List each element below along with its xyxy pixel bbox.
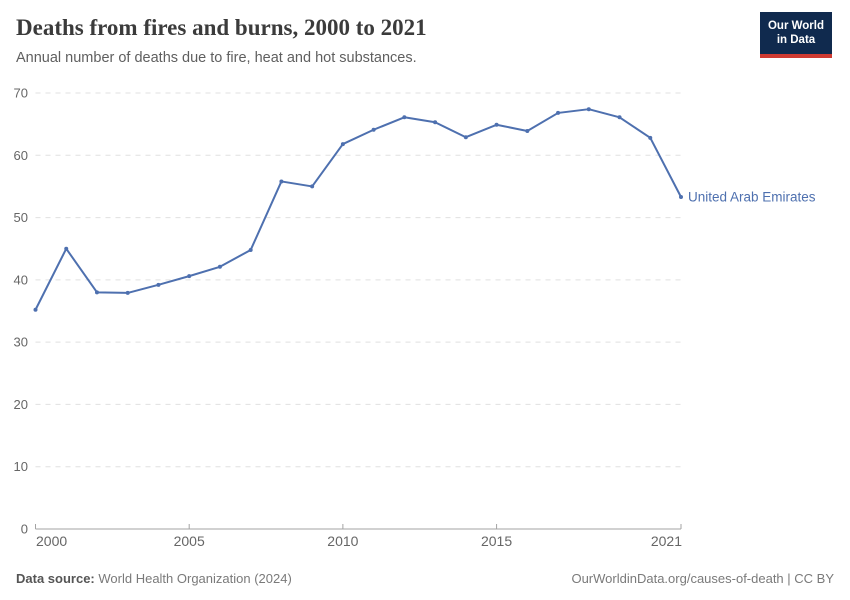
y-tick-label: 10 <box>14 459 28 474</box>
logo-line1: Our World <box>767 20 824 32</box>
y-tick-label: 30 <box>14 335 28 350</box>
data-point-marker[interactable] <box>94 290 99 295</box>
data-point-marker[interactable] <box>525 128 530 133</box>
y-tick-label: 40 <box>14 272 28 287</box>
line-chart: 0 10 20 30 40 50 60 70 2000 2005 2010 2015 2021 Unite… <box>0 80 850 555</box>
credit-line[interactable]: OurWorldinData.org/causes-of-death | CC … <box>571 571 834 586</box>
data-point-marker[interactable] <box>402 115 407 120</box>
data-point-marker[interactable] <box>371 127 376 132</box>
chart-footer: Data source: World Health Organization (… <box>16 571 834 586</box>
data-point-marker[interactable] <box>648 135 653 140</box>
data-source-text: World Health Organization (2024) <box>98 571 292 586</box>
data-point-marker[interactable] <box>586 107 591 112</box>
data-point-marker[interactable] <box>248 247 253 252</box>
y-tick-label: 60 <box>14 148 28 163</box>
data-point-marker[interactable] <box>433 120 438 125</box>
data-source-label: Data source: <box>16 571 95 586</box>
data-point-marker[interactable] <box>64 246 69 251</box>
line-chart-svg: 0 10 20 30 40 50 60 70 2000 2005 2010 2015 2021 Unite… <box>14 86 816 550</box>
x-tick-label: 2005 <box>174 533 205 549</box>
page-title: Deaths from fires and burns, 2000 to 202… <box>16 15 427 40</box>
data-point-marker[interactable] <box>494 122 499 127</box>
chart-subtitle: Annual number of deaths due to fire, hea… <box>16 49 417 66</box>
chart-header: Deaths from fires and burns, 2000 to 202… <box>16 14 740 66</box>
data-point-marker[interactable] <box>556 110 561 115</box>
data-point-marker[interactable] <box>125 290 130 295</box>
x-tick-label: 2010 <box>327 533 358 549</box>
y-tick-label: 20 <box>14 397 28 412</box>
data-point-marker[interactable] <box>156 282 161 287</box>
data-source: Data source: World Health Organization (… <box>16 571 292 586</box>
data-point-marker[interactable] <box>617 115 622 120</box>
x-tick-label: 2015 <box>481 533 512 549</box>
x-tick-label: 2021 <box>651 533 682 549</box>
y-tick-label: 50 <box>14 210 28 225</box>
data-point-marker[interactable] <box>279 179 284 184</box>
data-point-marker[interactable] <box>463 135 468 140</box>
series-end-label[interactable]: United Arab Emirates <box>688 190 816 205</box>
logo-line2: in Data <box>776 34 816 47</box>
data-point-marker[interactable] <box>310 184 315 189</box>
data-point-marker[interactable] <box>187 274 192 279</box>
data-point-marker[interactable] <box>217 264 222 269</box>
y-tick-label: 70 <box>14 86 28 101</box>
data-point-marker[interactable] <box>340 142 345 147</box>
data-point-marker[interactable] <box>33 307 38 312</box>
owid-logo[interactable]: Our World in Data <box>760 12 832 58</box>
data-point-marker[interactable] <box>679 195 683 200</box>
series-line[interactable] <box>34 108 682 311</box>
x-tick-label: 2000 <box>36 533 67 549</box>
y-tick-label: 0 <box>21 522 28 537</box>
